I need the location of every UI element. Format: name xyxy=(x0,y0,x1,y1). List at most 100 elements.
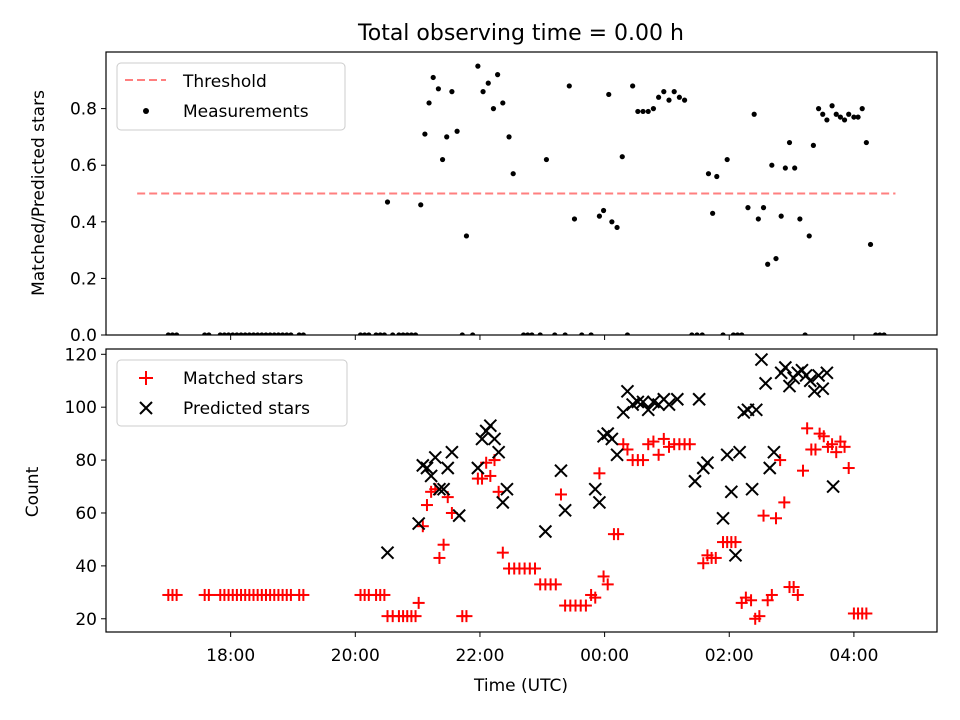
measurement-point xyxy=(689,332,695,335)
bottom-ytick-label: 20 xyxy=(75,610,97,630)
bottom-ytick-label: 100 xyxy=(65,398,97,418)
measurement-point xyxy=(640,108,646,115)
bottom-plot: 20 40 60 80 100 120 18:00 20:00 22:00 00:00 02:00… xyxy=(23,345,938,696)
measurement-point xyxy=(571,216,578,222)
predicted-star-point xyxy=(728,548,743,563)
measurement-point xyxy=(400,332,406,335)
measurement-point xyxy=(810,142,816,148)
predicted-star-point xyxy=(820,366,834,380)
measurement-point xyxy=(720,332,726,335)
matched-star-point xyxy=(476,472,489,485)
measurement-point xyxy=(676,94,682,100)
measurement-point xyxy=(552,332,558,335)
measurement-point xyxy=(404,332,410,335)
predicted-star-point xyxy=(496,495,510,510)
measurement-point xyxy=(579,332,585,335)
matched-star-point xyxy=(492,485,505,498)
measurement-point xyxy=(681,97,688,103)
matched-star-point xyxy=(778,496,791,509)
measurement-point xyxy=(250,332,257,335)
predicted-star-point xyxy=(826,479,840,494)
xtick-label: 02:00 xyxy=(705,646,754,666)
measurement-point xyxy=(730,332,737,335)
measurement-point xyxy=(169,332,176,335)
predicted-star-point xyxy=(491,445,506,459)
predicted-star-point xyxy=(700,456,715,470)
top-legend-box xyxy=(116,62,346,131)
matched-star-point xyxy=(657,432,670,445)
measurement-point xyxy=(377,332,383,335)
measurement-point xyxy=(242,332,248,335)
measurement-point xyxy=(288,332,294,335)
measurement-point xyxy=(430,74,436,81)
measurement-point xyxy=(666,97,672,103)
predicted-legend-label: Predicted stars xyxy=(183,399,310,419)
figure-title: Total observing time = 0.00 h xyxy=(357,21,684,46)
measurements-legend-label: Measurements xyxy=(183,102,309,122)
predicted-star-point xyxy=(662,397,676,412)
predicted-star-point xyxy=(692,392,706,406)
measurement-point xyxy=(390,332,396,335)
predicted-star-point xyxy=(782,379,797,393)
matched-star-point xyxy=(838,440,851,453)
predicted-star-point xyxy=(605,432,619,446)
matched-star-point xyxy=(589,591,602,604)
measurement-point xyxy=(271,332,277,335)
matched-star-point xyxy=(554,488,567,501)
measurement-point xyxy=(588,332,594,335)
bottom-marks xyxy=(162,352,873,625)
measurement-point xyxy=(490,106,497,112)
measurement-point xyxy=(734,332,741,335)
measurement-point xyxy=(765,261,771,267)
measurement-point xyxy=(510,171,516,177)
matched-star-point xyxy=(437,538,450,551)
matched-star-point xyxy=(797,464,810,477)
matched-stars-series xyxy=(162,422,873,625)
matched-star-point xyxy=(709,551,722,564)
top-ylabel: Matched/Predicted stars xyxy=(29,90,49,296)
bottom-plot-frame xyxy=(105,348,938,633)
measurement-point xyxy=(841,117,848,123)
bottom-legend: Matched stars Predicted stars xyxy=(116,359,348,427)
predicted-star-point xyxy=(475,432,489,446)
measurement-point xyxy=(202,332,208,335)
measurement-point xyxy=(506,134,512,140)
matched-star-point xyxy=(765,588,778,601)
top-y-ticks: 0.0 0.2 0.4 0.6 0.8 xyxy=(70,100,106,346)
matched-star-point xyxy=(412,596,425,609)
measurement-point xyxy=(710,210,716,216)
measurement-point xyxy=(174,332,180,335)
predicted-star-point xyxy=(803,374,817,388)
measurement-point xyxy=(833,111,839,117)
measurement-point xyxy=(439,156,446,163)
top-plot-frame xyxy=(105,51,938,336)
measurement-point xyxy=(614,224,620,231)
measurement-point xyxy=(786,139,793,146)
bottom-ytick-label: 120 xyxy=(65,345,97,365)
measurement-point xyxy=(867,241,874,248)
bottom-ytick-label: 60 xyxy=(75,504,97,524)
matched-star-point xyxy=(409,610,422,623)
measurement-point xyxy=(859,106,865,112)
predicted-star-point xyxy=(670,392,685,406)
matched-star-point xyxy=(202,588,215,601)
matched-star-point xyxy=(593,467,606,480)
measurement-point xyxy=(630,83,636,89)
xtick-label: 20:00 xyxy=(331,646,380,666)
measurement-point xyxy=(624,332,631,335)
predicted-star-point xyxy=(631,395,645,409)
matched-star-point xyxy=(647,435,660,448)
measurement-point xyxy=(797,216,803,222)
measurement-point xyxy=(755,216,761,222)
matched-star-point xyxy=(830,446,843,459)
measurement-point xyxy=(485,80,491,86)
matched-star-point xyxy=(753,610,766,623)
measurement-point xyxy=(500,100,506,106)
measurement-point xyxy=(396,332,402,335)
predicted-star-point xyxy=(588,482,602,496)
xtick-label: 18:00 xyxy=(206,646,255,666)
measurement-point xyxy=(714,173,720,180)
measurement-point xyxy=(650,106,657,112)
matched-star-point xyxy=(579,599,592,612)
top-ytick-label: 0.4 xyxy=(70,213,97,233)
